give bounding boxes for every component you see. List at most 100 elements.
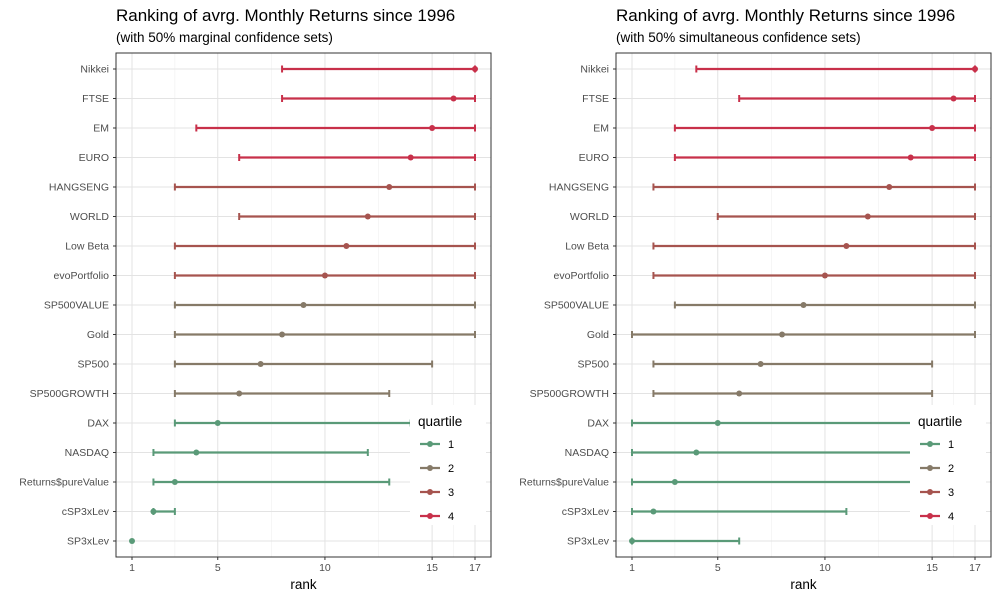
rank-point <box>279 331 286 338</box>
rank-point <box>736 390 743 397</box>
chart-subtitle: (with 50% simultaneous confidence sets) <box>616 30 861 45</box>
y-tick-label: EM <box>93 123 109 135</box>
y-tick-label: SP500VALUE <box>44 300 109 312</box>
chart-panel-2: Ranking of avrg. Monthly Returns since 1… <box>519 6 992 592</box>
legend: quartile 1 2 3 4 <box>910 405 986 525</box>
legend-background <box>410 405 486 525</box>
rank-point <box>300 302 307 308</box>
interval-nasdaq <box>152 449 369 456</box>
x-tick-label: 1 <box>129 562 135 574</box>
interval-nikkei <box>281 65 478 73</box>
interval-sp500growth <box>652 390 934 397</box>
y-tick-label: Gold <box>87 329 109 341</box>
interval-sp500value <box>173 301 476 309</box>
x-tick-label: 17 <box>969 562 981 574</box>
x-tick-label: 5 <box>215 562 221 574</box>
x-tick-label: 15 <box>926 562 938 574</box>
y-tick-label: Returns$pureValue <box>519 477 609 489</box>
legend-label: 1 <box>448 439 454 451</box>
y-tick-label: HANGSENG <box>549 182 609 194</box>
chart-subtitle: (with 50% marginal confidence sets) <box>116 30 333 45</box>
x-tick-label: 10 <box>819 562 831 574</box>
interval-ftse <box>738 95 976 102</box>
rank-point <box>150 508 157 515</box>
chart-title: Ranking of avrg. Monthly Returns since 1… <box>616 6 955 25</box>
legend-label: 4 <box>448 511 454 523</box>
y-tick-label: cSP3xLev <box>562 506 610 518</box>
legend-label: 3 <box>948 487 954 499</box>
interval-evoportfolio <box>173 272 476 279</box>
interval-csp3xlev <box>631 508 848 515</box>
legend-title: quartile <box>418 414 462 429</box>
interval-hangseng <box>173 183 476 191</box>
y-tick-label: DAX <box>87 418 109 430</box>
interval-sp500value <box>673 301 976 309</box>
y-tick-label: SP500GROWTH <box>530 388 609 400</box>
rank-point <box>407 154 414 161</box>
x-axis-label: rank <box>790 577 817 592</box>
interval-sp500 <box>652 360 934 368</box>
y-tick-label: HANGSENG <box>49 182 109 194</box>
rank-point <box>472 66 478 72</box>
y-tick-label: FTSE <box>82 93 109 105</box>
rank-point <box>907 154 914 161</box>
legend-key-point <box>427 513 433 519</box>
interval-low-beta <box>652 242 976 250</box>
y-tick-label: SP500VALUE <box>544 300 609 312</box>
legend-label: 3 <box>448 487 454 499</box>
interval-csp3xlev <box>150 508 176 515</box>
interval-ftse <box>281 95 476 102</box>
legend-title: quartile <box>918 414 962 429</box>
rank-point <box>757 361 764 367</box>
chart-panel-1: Ranking of avrg. Monthly Returns since 1… <box>19 6 492 592</box>
y-tick-label: evoPortfolio <box>54 270 110 282</box>
rank-point <box>843 243 850 249</box>
y-tick-label: SP3xLev <box>67 536 110 548</box>
y-tick-label: WORLD <box>570 211 610 223</box>
legend-label: 2 <box>948 463 954 475</box>
y-tick-label: FTSE <box>582 93 609 105</box>
y-tick-label: SP3xLev <box>567 536 610 548</box>
rank-point <box>343 243 350 249</box>
rank-point <box>864 213 871 220</box>
interval-nikkei <box>695 65 978 73</box>
rank-point <box>386 184 393 190</box>
interval-world <box>716 213 976 220</box>
interval-em <box>673 124 976 132</box>
interval-sp500growth <box>173 390 391 397</box>
legend-key-point <box>427 465 433 471</box>
rank-point <box>800 302 807 308</box>
y-tick-label: Low Beta <box>65 241 109 253</box>
y-tick-label: evoPortfolio <box>554 270 610 282</box>
rank-point <box>671 479 678 485</box>
rank-point <box>972 66 978 72</box>
rank-point <box>714 420 721 426</box>
interval-low-beta <box>173 242 476 250</box>
interval-sp3xlev <box>629 537 741 545</box>
rank-point <box>171 479 178 485</box>
y-tick-label: SP500 <box>77 359 109 371</box>
rank-point <box>650 508 657 515</box>
x-tick-label: 17 <box>469 562 481 574</box>
plot-border <box>615 52 992 558</box>
y-tick-label: EURO <box>79 152 109 164</box>
y-tick-label: EM <box>593 123 609 135</box>
rank-point <box>193 449 200 456</box>
y-tick-label: Gold <box>587 329 609 341</box>
legend-key-point <box>927 465 933 471</box>
interval-gold <box>631 331 976 338</box>
interval-returns-purevalue <box>152 478 391 486</box>
interval-em <box>195 124 476 132</box>
x-tick-label: 15 <box>426 562 438 574</box>
rank-point <box>693 449 700 456</box>
legend-label: 2 <box>448 463 454 475</box>
plot-border <box>115 52 492 558</box>
chart-title: Ranking of avrg. Monthly Returns since 1… <box>116 6 455 25</box>
interval-sp3xlev <box>129 538 135 544</box>
y-tick-label: cSP3xLev <box>62 506 110 518</box>
rank-point <box>321 272 328 279</box>
y-tick-label: NASDAQ <box>65 447 109 459</box>
legend-key-point <box>927 513 933 519</box>
rank-point <box>429 125 436 131</box>
